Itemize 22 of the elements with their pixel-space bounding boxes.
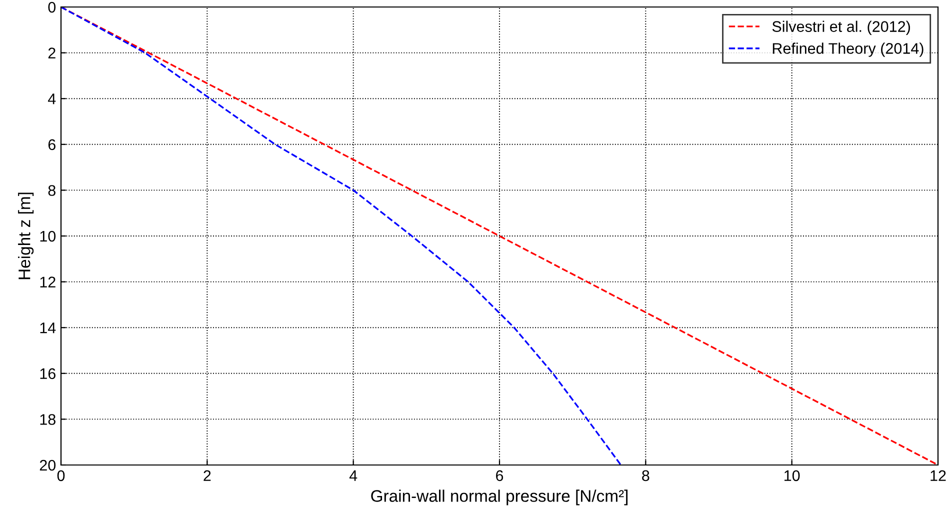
x-tick-label: 0 — [57, 470, 65, 482]
y-tick-label: 14 — [40, 322, 56, 334]
y-tick-label: 4 — [48, 94, 56, 104]
y-tick-label: 18 — [40, 414, 56, 425]
y-tick-label: 0 — [48, 2, 56, 13]
x-tick-label: 2 — [204, 470, 211, 481]
x-axis-title: Grain-wall normal pressure [N/cm²] — [371, 490, 628, 506]
x-tick-label: 4 — [349, 470, 358, 481]
y-tick-label: 2 — [48, 48, 56, 58]
x-tick-label: 8 — [642, 470, 650, 482]
y-tick-label: 16 — [40, 368, 56, 380]
y-axis-title: Height z [m] — [18, 192, 34, 280]
y-tick-label: 10 — [40, 230, 56, 242]
legend-label: Silvestri et al. (2012) — [772, 20, 910, 35]
x-tick-label: 12 — [930, 470, 946, 481]
y-tick-label: 20 — [40, 460, 56, 471]
legend-label: Refined Theory (2014) — [772, 42, 924, 57]
y-tick-label: 8 — [48, 185, 56, 196]
y-tick-label: 6 — [48, 139, 56, 150]
y-tick-label: 12 — [40, 276, 56, 288]
x-tick-label: 10 — [784, 470, 800, 482]
x-tick-label: 6 — [496, 470, 504, 482]
